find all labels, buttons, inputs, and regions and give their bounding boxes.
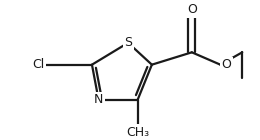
Text: O: O: [221, 58, 231, 71]
Text: CH₃: CH₃: [126, 126, 149, 139]
Text: N: N: [94, 93, 103, 106]
Text: S: S: [124, 36, 132, 49]
Text: O: O: [187, 3, 197, 16]
Text: Cl: Cl: [32, 58, 44, 71]
